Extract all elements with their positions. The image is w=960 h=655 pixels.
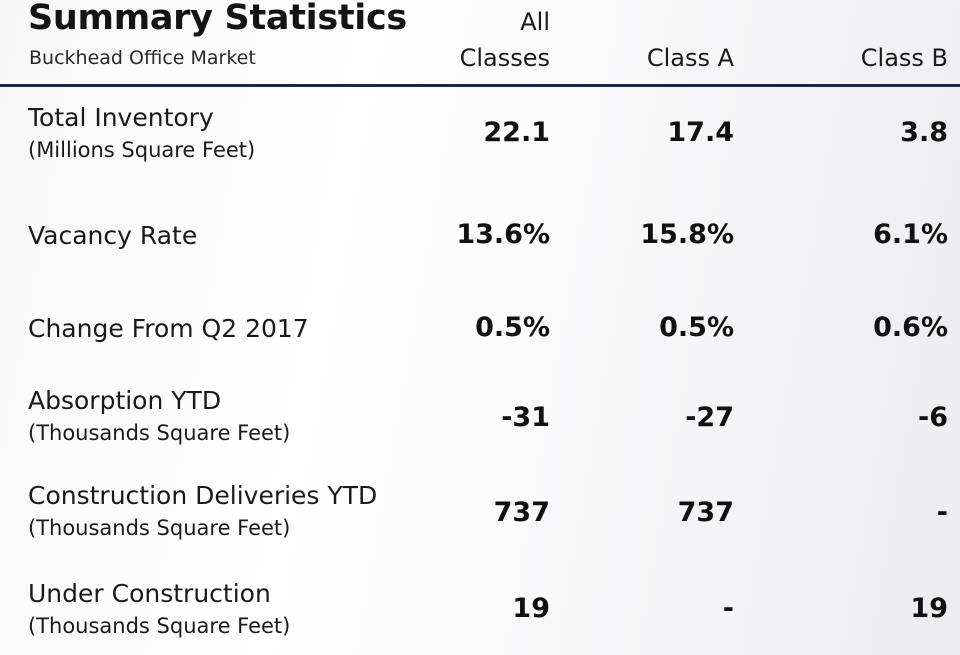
row-label: Vacancy Rate: [28, 219, 197, 253]
value-all-classes: 737: [493, 497, 550, 528]
value-all-classes: 22.1: [483, 117, 550, 148]
value-all-classes: 0.5%: [475, 312, 550, 343]
value-all-classes: 19: [512, 593, 550, 624]
row-label-main: Total Inventory: [28, 103, 214, 132]
value-class-b: 6.1%: [873, 219, 948, 250]
row-label: Construction Deliveries YTD (Thousands S…: [28, 479, 377, 543]
table-row: Construction Deliveries YTD (Thousands S…: [0, 467, 960, 565]
value-all-classes: 13.6%: [456, 219, 550, 250]
value-all-classes: -31: [501, 402, 550, 433]
table-header: Summary Statistics Buckhead Office Marke…: [0, 0, 960, 87]
row-label-unit: (Millions Square Feet): [28, 138, 256, 162]
statistics-table-body: Total Inventory (Millions Square Feet) 2…: [0, 87, 960, 655]
table-row: Total Inventory (Millions Square Feet) 2…: [0, 87, 960, 191]
value-class-b: -6: [918, 402, 948, 433]
value-class-a: 17.4: [667, 117, 734, 148]
row-label: Absorption YTD (Thousands Square Feet): [28, 384, 290, 448]
table-row: Change From Q2 2017 0.5% 0.5% 0.6%: [0, 284, 960, 372]
table-row: Absorption YTD (Thousands Square Feet) -…: [0, 372, 960, 467]
row-label-main: Change From Q2 2017: [28, 314, 309, 343]
value-class-b: 0.6%: [873, 312, 948, 343]
value-class-b: 19: [910, 593, 948, 624]
value-class-a: 15.8%: [640, 219, 734, 250]
row-label-main: Construction Deliveries YTD: [28, 481, 378, 510]
table-row: Vacancy Rate 13.6% 15.8% 6.1%: [0, 191, 960, 284]
row-label-main: Under Construction: [28, 579, 271, 608]
page-subtitle: Buckhead Office Market: [29, 47, 256, 69]
value-class-b: 3.8: [900, 117, 948, 148]
row-label: Total Inventory (Millions Square Feet): [28, 101, 255, 165]
value-class-b: -: [936, 497, 948, 528]
table-row: Under Construction (Thousands Square Fee…: [0, 565, 960, 655]
value-class-a: 737: [677, 497, 734, 528]
row-label: Change From Q2 2017: [28, 312, 309, 346]
row-label-main: Absorption YTD: [28, 386, 222, 415]
value-class-a: -27: [685, 402, 734, 433]
column-header-class-b: Class B: [860, 44, 948, 72]
page-title: Summary Statistics: [28, 0, 407, 38]
value-class-a: -: [722, 593, 734, 624]
row-label-unit: (Thousands Square Feet): [28, 421, 291, 445]
row-label: Under Construction (Thousands Square Fee…: [28, 577, 290, 641]
row-label-unit: (Thousands Square Feet): [28, 516, 291, 540]
row-label-unit: (Thousands Square Feet): [28, 614, 291, 638]
value-class-a: 0.5%: [659, 312, 734, 343]
column-header-class-a: Class A: [646, 44, 734, 72]
header-divider: [0, 84, 960, 87]
row-label-main: Vacancy Rate: [28, 221, 198, 250]
column-header-all-classes: All Classes: [459, 8, 550, 72]
